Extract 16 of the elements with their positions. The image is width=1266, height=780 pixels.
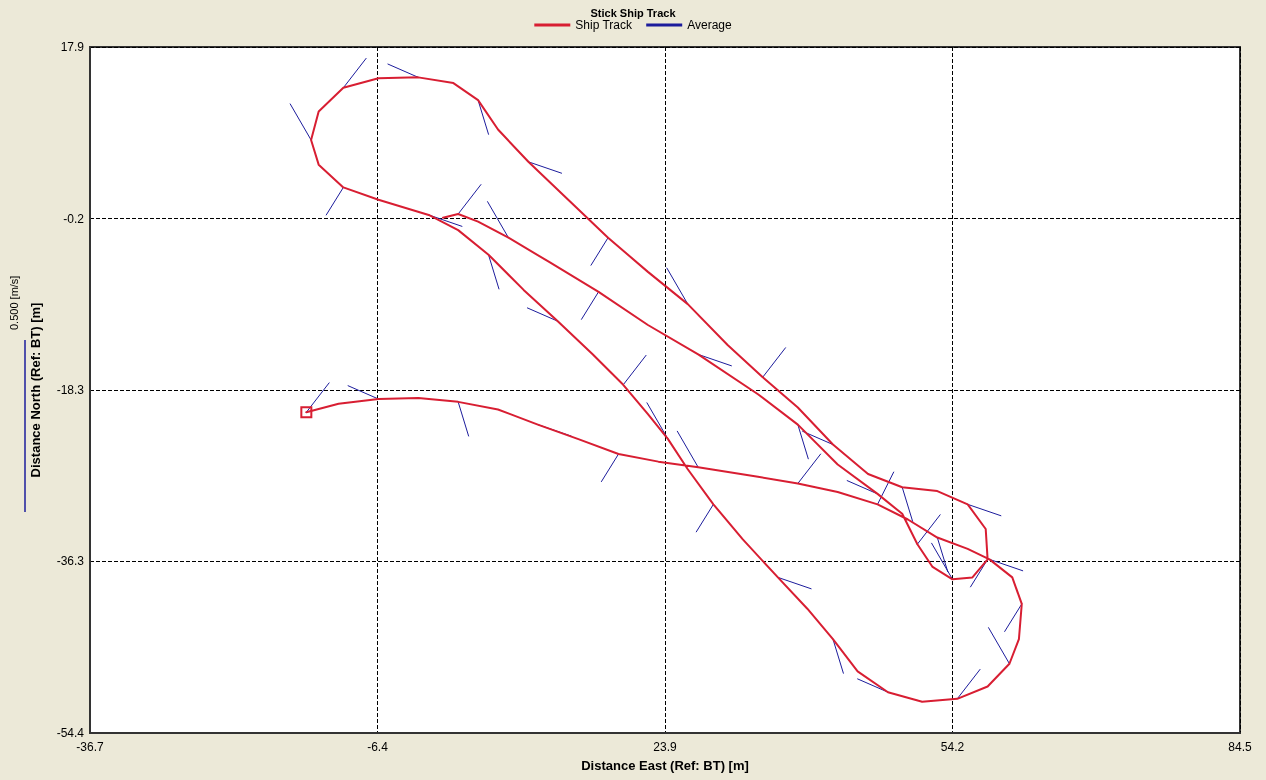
x-tick-label: 84.5 [1228, 740, 1252, 754]
y-tick-label: -0.2 [63, 211, 85, 226]
legend-label: Average [687, 18, 733, 32]
y-axis-title: Distance North (Ref: BT) [m] [28, 302, 43, 478]
x-tick-label: 54.2 [940, 740, 965, 754]
y-tick-label: -36.3 [56, 554, 85, 569]
y-tick-label: 17.9 [60, 40, 85, 54]
x-tick-label: -6.4 [367, 740, 389, 754]
x-axis-title: Distance East (Ref: BT) [m] [581, 758, 749, 773]
text: 0.500 [m/s] [8, 275, 20, 330]
legend-label: Ship Track [575, 18, 633, 32]
x-tick-label: -36.7 [76, 740, 104, 754]
y-tick-label: -18.3 [56, 383, 85, 398]
y-tick-label: -54.4 [56, 726, 85, 740]
chart-title: Stick Ship Track [590, 6, 677, 19]
x-tick-label: 23.9 [653, 740, 677, 754]
